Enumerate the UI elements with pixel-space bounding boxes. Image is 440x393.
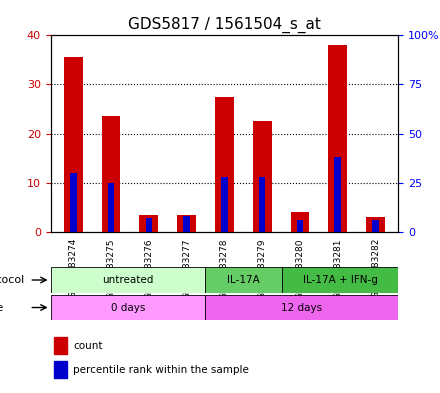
Text: 0 days: 0 days: [110, 303, 145, 312]
Text: untreated: untreated: [102, 275, 154, 285]
Bar: [221, 177, 228, 232]
Bar: [366, 217, 385, 232]
Bar: [64, 57, 83, 232]
FancyBboxPatch shape: [205, 267, 282, 293]
Bar: [372, 220, 379, 232]
Bar: [259, 177, 265, 232]
Bar: [183, 216, 190, 232]
Bar: [290, 212, 309, 232]
Text: IL-17A + IFN-g: IL-17A + IFN-g: [303, 275, 378, 285]
Bar: [177, 215, 196, 232]
Text: time: time: [0, 303, 4, 312]
Text: IL-17A: IL-17A: [227, 275, 260, 285]
Text: protocol: protocol: [0, 275, 24, 285]
Bar: [54, 337, 67, 354]
Bar: [215, 97, 234, 232]
Text: percentile rank within the sample: percentile rank within the sample: [73, 365, 249, 375]
Bar: [108, 183, 114, 232]
Title: GDS5817 / 1561504_s_at: GDS5817 / 1561504_s_at: [128, 17, 321, 33]
Bar: [102, 116, 121, 232]
Bar: [70, 173, 77, 232]
Bar: [139, 215, 158, 232]
Bar: [253, 121, 271, 232]
FancyBboxPatch shape: [51, 267, 205, 293]
Text: count: count: [73, 341, 103, 351]
Bar: [146, 218, 152, 232]
Bar: [297, 220, 303, 232]
Bar: [334, 157, 341, 232]
FancyBboxPatch shape: [282, 267, 398, 293]
Bar: [54, 361, 67, 378]
FancyBboxPatch shape: [205, 295, 398, 320]
FancyBboxPatch shape: [51, 295, 205, 320]
Text: 12 days: 12 days: [281, 303, 322, 312]
Bar: [328, 45, 347, 232]
